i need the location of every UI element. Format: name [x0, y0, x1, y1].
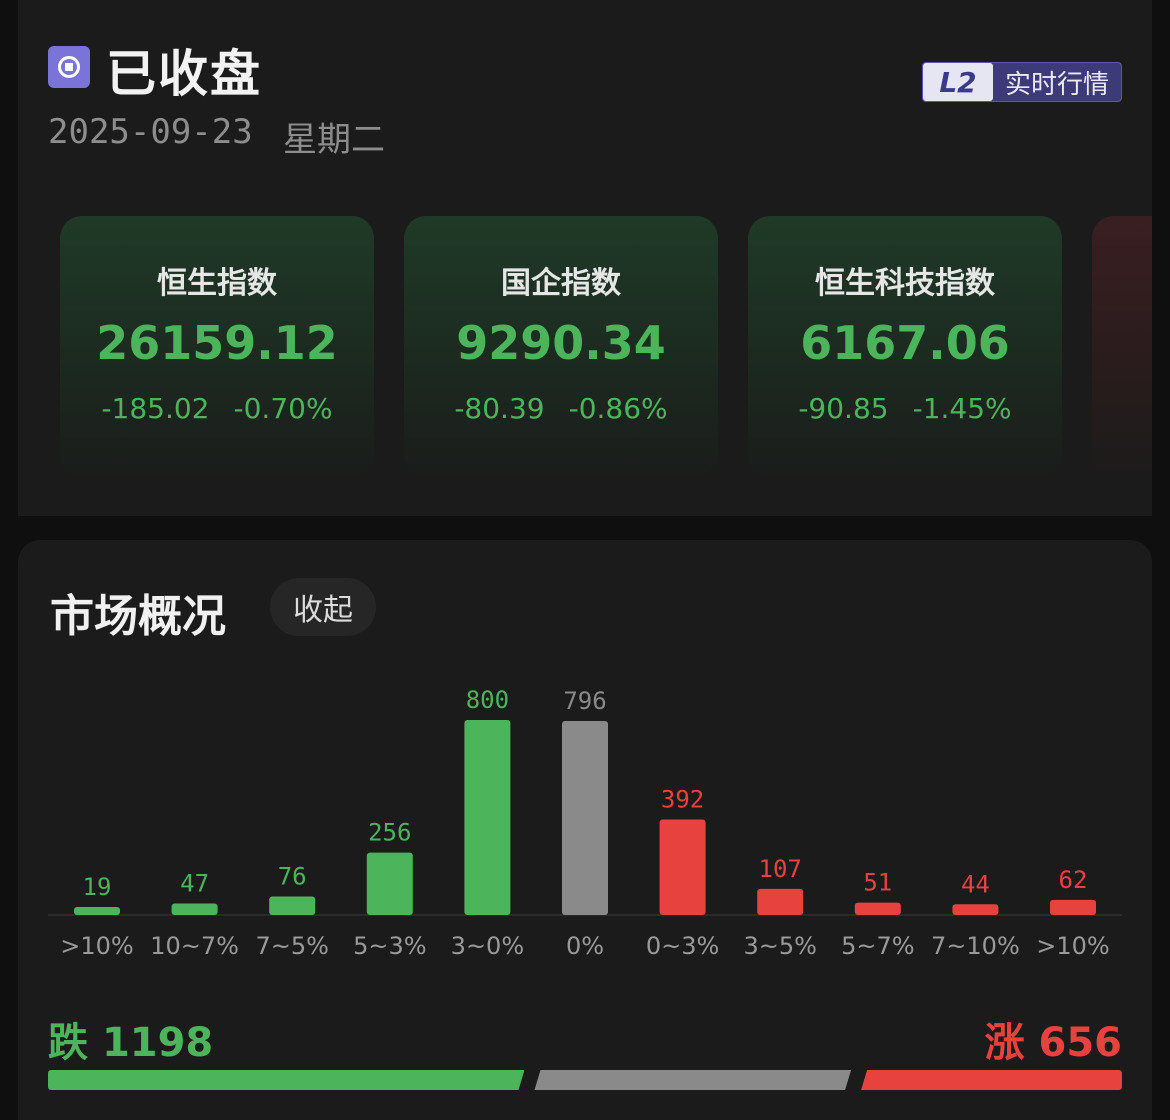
bar-value-label: 107: [759, 855, 802, 883]
fall-summary: 跌 1198: [48, 1010, 213, 1068]
bar-value-label: 62: [1059, 866, 1088, 894]
category-label: >10%: [1036, 932, 1109, 960]
bar-value-label: 19: [83, 873, 112, 901]
bar-6: [659, 819, 706, 915]
bar-1: [171, 903, 218, 915]
category-label: 0%: [566, 932, 604, 960]
bar-9: [952, 904, 999, 915]
bar-5: [562, 720, 608, 915]
bar-value-label: 800: [466, 686, 509, 714]
index-name: 恒生科技指数: [815, 266, 995, 301]
bar-value-label: 796: [563, 687, 606, 715]
bar-value-label: 76: [278, 862, 307, 890]
rise-label: 涨: [984, 1020, 1025, 1066]
index-name-fragment: A: [1144, 474, 1152, 476]
index-card-hscei[interactable]: 国企指数 9290.34 -80.39 -0.86%: [404, 216, 718, 476]
weekday: 星期二: [283, 120, 385, 160]
bar-value-label: 47: [180, 870, 209, 898]
bar-8: [854, 902, 901, 915]
fall-label: 跌: [48, 1020, 88, 1066]
rise-count: 656: [1038, 1020, 1123, 1066]
category-label: 7~5%: [255, 932, 328, 960]
category-label: 7~10%: [931, 932, 1020, 960]
category-label: 10~7%: [150, 932, 239, 960]
l2-tag: L2: [923, 63, 993, 101]
index-change: -80.39: [454, 392, 545, 425]
index-change: -90.85: [798, 392, 889, 425]
index-value: 26159.12: [96, 316, 338, 370]
stop-icon: [48, 46, 90, 88]
index-card-partial[interactable]: A: [1092, 216, 1152, 476]
bar-0: [74, 907, 120, 915]
bar-2: [269, 896, 316, 915]
fall-count: 1198: [101, 1020, 214, 1066]
bar-10: [1050, 899, 1096, 915]
ratio-rise-segment: [861, 1070, 1122, 1090]
index-change-pct: -1.45%: [912, 392, 1012, 425]
index-name: 国企指数: [501, 266, 621, 301]
market-status: 已收盘: [106, 45, 262, 103]
collapse-button[interactable]: 收起: [270, 578, 376, 636]
index-value: 9290.34: [456, 316, 666, 370]
l2-label: 实时行情: [1004, 69, 1109, 100]
category-label: 3~0%: [451, 932, 524, 960]
bar-value-label: 51: [863, 869, 892, 897]
l2-realtime-badge[interactable]: L2 实时行情: [922, 62, 1122, 102]
bar-value-label: 256: [368, 819, 411, 847]
ratio-fall-segment: [48, 1070, 524, 1090]
bar-value-label: 44: [961, 870, 990, 898]
category-label: >10%: [60, 932, 133, 960]
trade-date: 2025-09-23: [48, 112, 253, 152]
category-label: 0~3%: [646, 932, 719, 960]
index-change-pct: -0.70%: [233, 392, 333, 425]
bar-value-label: 392: [661, 785, 704, 813]
up-down-ratio-bar: [48, 1070, 1122, 1090]
index-change: -185.02: [101, 392, 210, 425]
index-value: 6167.06: [800, 316, 1010, 370]
category-label: 3~5%: [743, 932, 816, 960]
category-label: 5~3%: [353, 932, 426, 960]
ratio-flat-segment: [534, 1070, 851, 1090]
bar-7: [757, 888, 804, 915]
index-card-hsi[interactable]: 恒生指数 26159.12 -185.02 -0.70%: [60, 216, 374, 476]
bar-4: [464, 720, 511, 915]
bar-3: [366, 852, 413, 915]
category-label: 5~7%: [841, 932, 914, 960]
rise-summary: 涨 656: [985, 1010, 1122, 1068]
index-name: 恒生指数: [157, 266, 277, 301]
index-card-hstech[interactable]: 恒生科技指数 6167.06 -90.85 -1.45%: [748, 216, 1062, 476]
index-change-pct: -0.86%: [568, 392, 668, 425]
market-overview-title: 市场概况: [50, 591, 226, 642]
